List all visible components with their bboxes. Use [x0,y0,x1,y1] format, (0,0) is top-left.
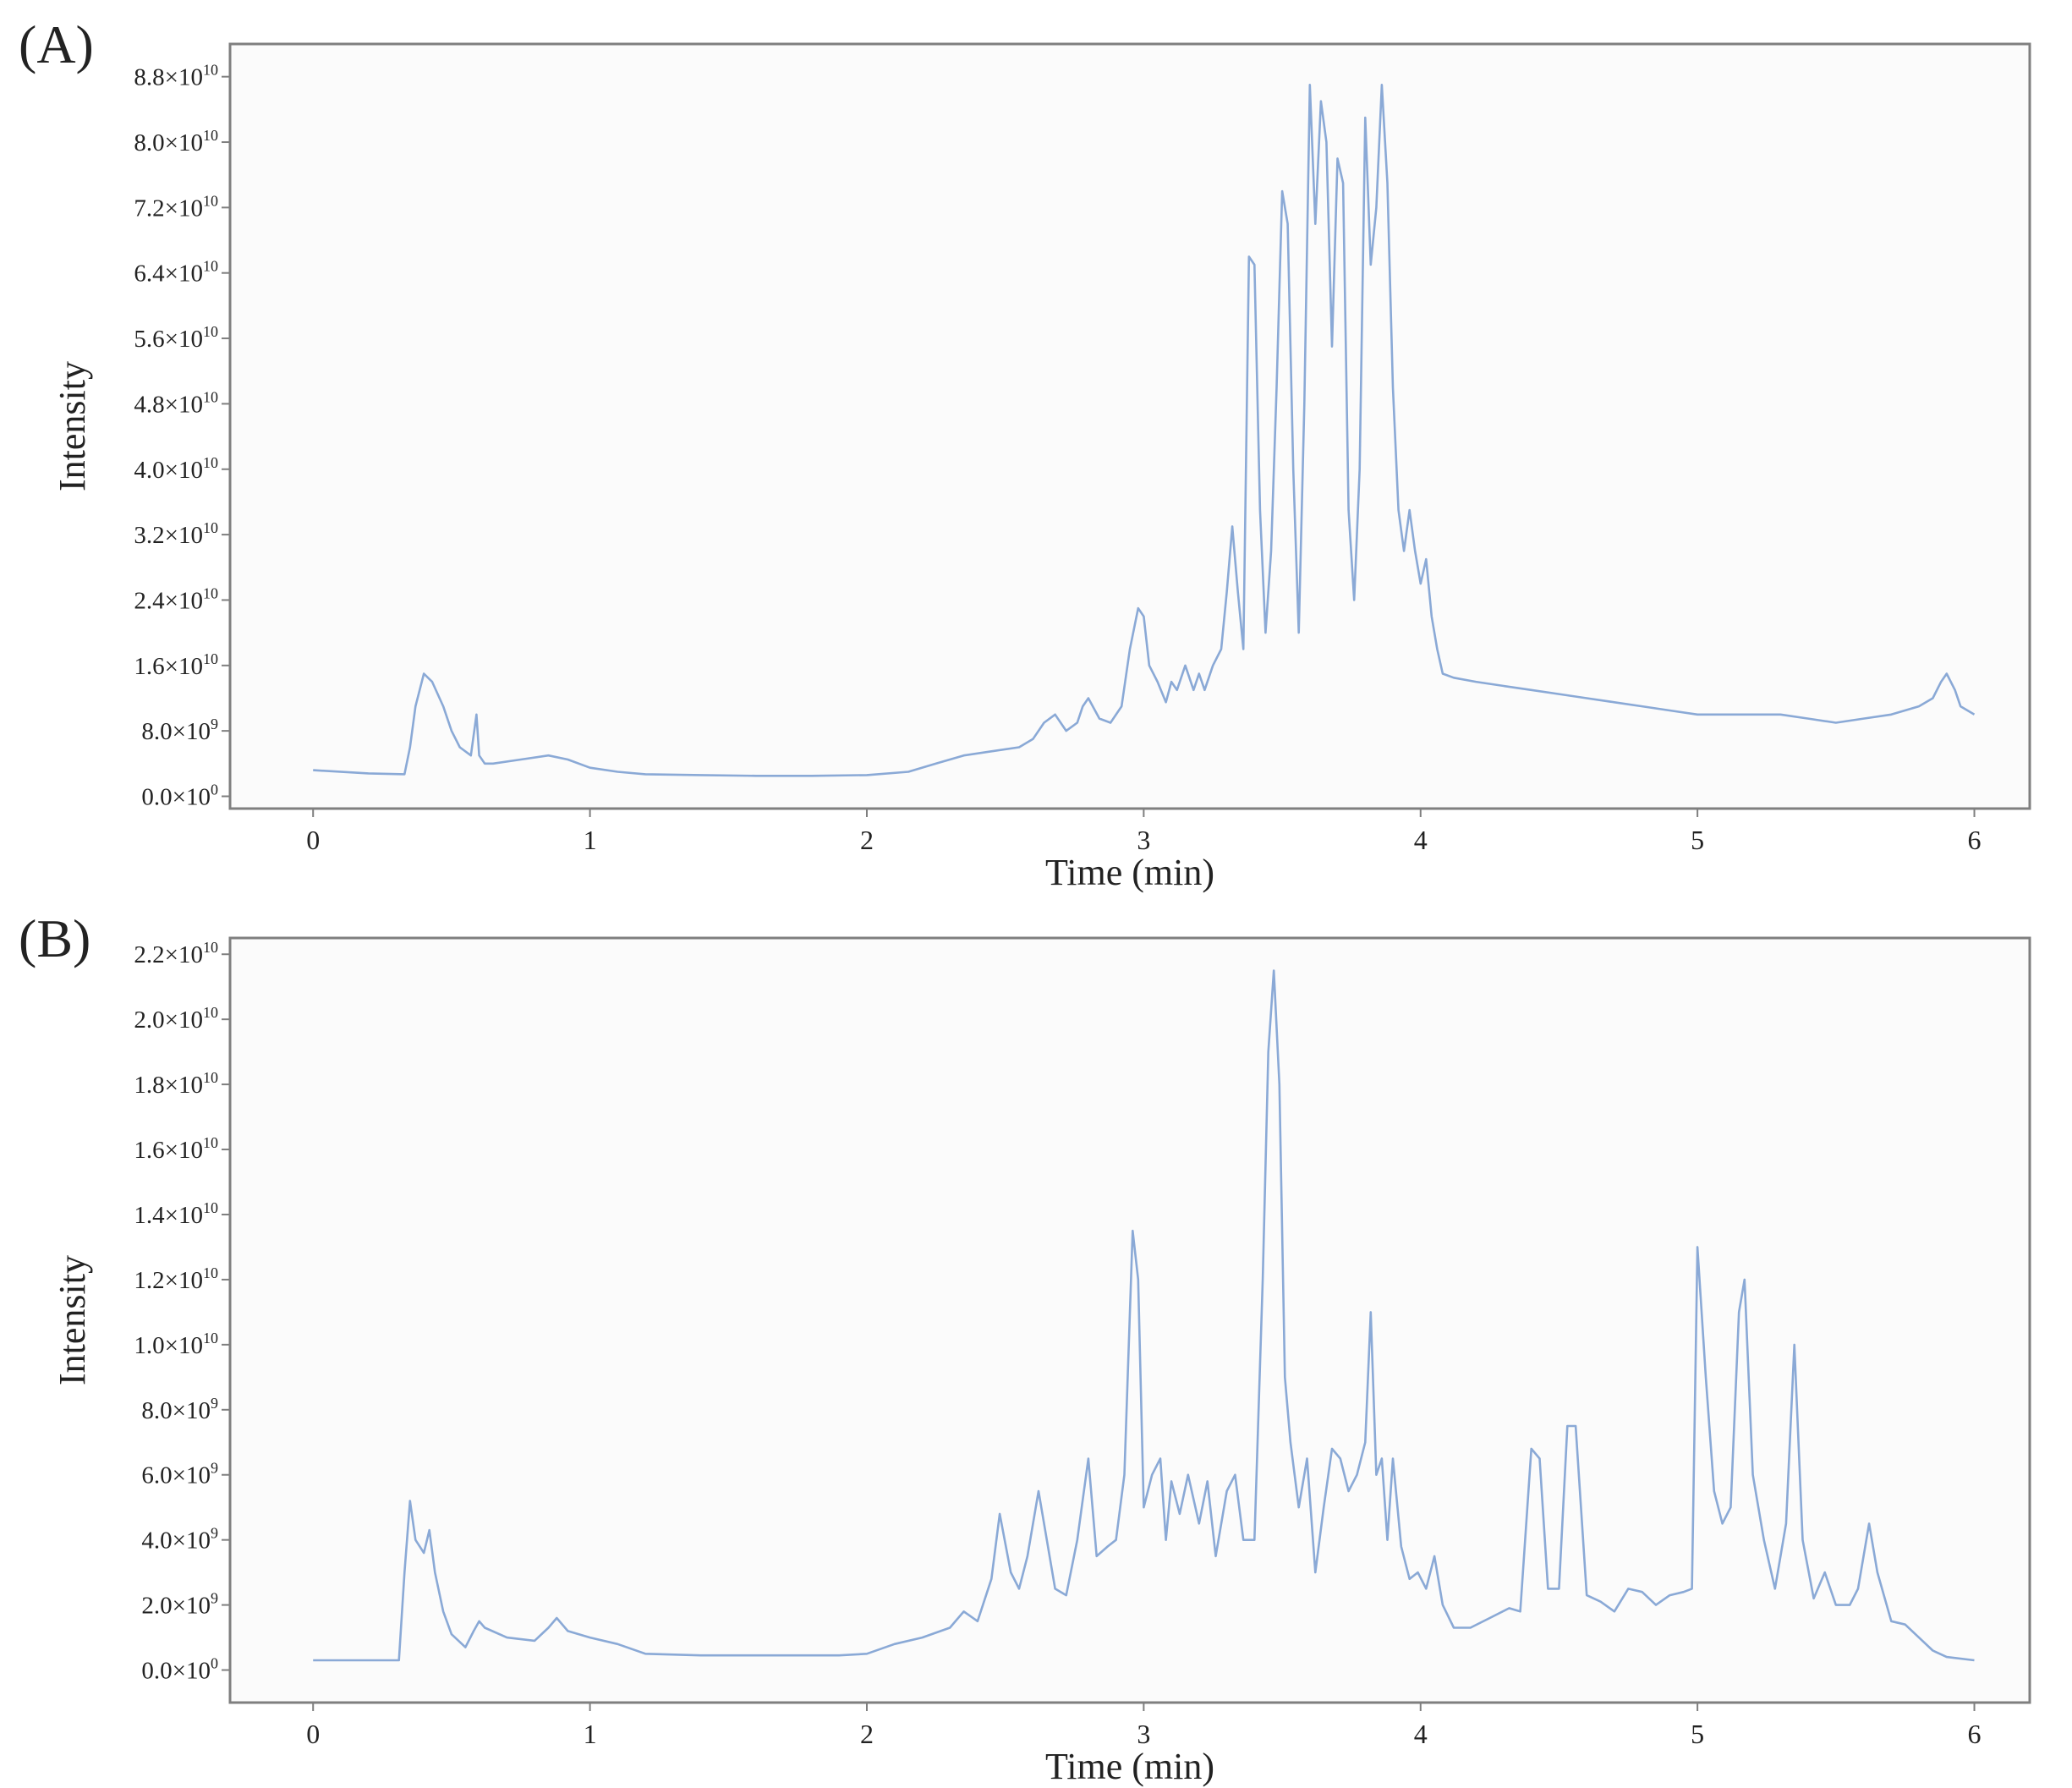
y-tick-label: 8.0×1010 [134,127,218,156]
x-tick-label: 0 [306,1719,320,1749]
y-tick-exponent: 10 [203,1264,218,1281]
x-tick-label: 1 [584,825,597,855]
y-tick-mantissa: 2.0×10 [134,1006,203,1034]
y-tick-exponent: 10 [203,939,218,956]
y-tick-mantissa: 4.0×10 [134,457,203,484]
y-tick-exponent: 10 [203,192,218,209]
x-tick-label: 3 [1137,1719,1150,1749]
y-tick-exponent: 10 [203,1004,218,1021]
y-tick-exponent: 10 [203,1134,218,1151]
x-axis-title: Time (min) [1045,1746,1214,1787]
y-tick-exponent: 10 [203,1069,218,1086]
y-tick-label: 0.0×100 [141,1655,218,1685]
y-tick-exponent: 10 [203,1199,218,1216]
y-tick-mantissa: 2.0×10 [141,1593,211,1620]
y-tick-mantissa: 6.0×10 [141,1462,211,1489]
x-tick-label: 4 [1414,825,1428,855]
y-tick-exponent: 9 [211,1590,218,1607]
chromatogram-line [313,84,1976,777]
x-tick-label: 3 [1137,825,1150,855]
y-tick-mantissa: 2.4×10 [134,587,203,614]
y-tick-label: 2.0×109 [141,1590,218,1620]
y-tick-exponent: 10 [203,258,218,275]
y-axis-title: Intensity [52,1255,93,1385]
y-tick-exponent: 10 [203,127,218,144]
y-tick-label: 6.0×109 [141,1460,218,1489]
panel-label: (B) [19,908,90,968]
y-tick-mantissa: 4.8×10 [134,391,203,418]
y-tick-mantissa: 7.2×10 [134,195,203,222]
y-tick-label: 1.8×1010 [134,1069,218,1099]
x-tick-label: 2 [860,1719,874,1749]
y-tick-label: 6.4×1010 [134,258,218,288]
y-tick-label: 4.8×1010 [134,388,218,418]
plot-frame [228,42,2031,810]
chart-b-svg: (B)0.0×1002.0×1094.0×1096.0×1098.0×1091.… [19,908,2031,1787]
y-tick-exponent: 10 [203,650,218,667]
panel-label: (A) [19,14,94,74]
y-tick-exponent: 0 [211,781,218,798]
y-tick-mantissa: 1.2×10 [134,1267,203,1294]
x-tick-label: 5 [1691,1719,1704,1749]
chromatogram-panel-b: (B) 0.0×100 2.0×109 4.0×109 6.0×109 8.0×109 1.… [0,894,2072,1788]
y-tick-exponent: 10 [203,584,218,601]
y-tick-exponent: 10 [203,519,218,536]
y-tick-mantissa: 1.6×10 [134,653,203,680]
y-tick-label: 1.4×1010 [134,1199,218,1229]
y-tick-mantissa: 1.8×10 [134,1072,203,1099]
x-axis-title: Time (min) [1045,852,1214,893]
chart-a-svg: (A)0.0×1008.0×1091.6×10102.4×10103.2×101… [19,14,2031,893]
y-tick-label: 8.8×1010 [134,62,218,91]
chromatogram-line [313,969,1975,1662]
y-tick-label: 2.4×1010 [134,584,218,614]
x-tick-label: 0 [306,825,320,855]
y-tick-mantissa: 1.0×10 [134,1332,203,1359]
y-tick-mantissa: 4.0×10 [141,1527,211,1555]
y-tick-exponent: 9 [211,1460,218,1477]
y-tick-mantissa: 5.6×10 [134,326,203,353]
y-tick-label: 2.2×1010 [134,939,218,968]
y-tick-label: 1.6×1010 [134,650,218,680]
y-tick-exponent: 10 [203,388,218,405]
y-tick-mantissa: 1.6×10 [134,1137,203,1164]
y-tick-exponent: 0 [211,1655,218,1672]
y-tick-label: 3.2×1010 [134,519,218,549]
y-tick-mantissa: 8.0×10 [141,1397,211,1424]
y-tick-mantissa: 8.0×10 [134,129,203,156]
y-tick-label: 5.6×1010 [134,323,218,353]
y-tick-label: 2.0×1010 [134,1004,218,1034]
x-tick-label: 1 [584,1719,597,1749]
y-tick-exponent: 9 [211,716,218,732]
y-tick-mantissa: 8.8×10 [134,64,203,91]
y-tick-mantissa: 0.0×10 [141,1658,211,1685]
x-tick-label: 6 [1968,825,1982,855]
x-tick-label: 6 [1968,1719,1982,1749]
y-tick-exponent: 9 [211,1525,218,1542]
y-tick-exponent: 10 [203,62,218,79]
y-tick-label: 7.2×1010 [134,192,218,222]
y-tick-label: 0.0×100 [141,781,218,810]
y-tick-label: 4.0×109 [141,1525,218,1555]
y-tick-mantissa: 3.2×10 [134,522,203,549]
y-tick-label: 4.0×1010 [134,454,218,484]
y-tick-label: 8.0×109 [141,716,218,745]
y-tick-label: 1.2×1010 [134,1264,218,1294]
y-tick-exponent: 10 [203,454,218,471]
y-tick-mantissa: 8.0×10 [141,718,211,745]
x-tick-label: 5 [1691,825,1704,855]
x-tick-label: 2 [860,825,874,855]
chromatogram-panel-a: (A) 0.0×100 8.0×109 1.6×1010 2.4×1010 3.2×101… [19,14,2031,893]
y-axis-title: Intensity [52,361,93,491]
y-tick-mantissa: 1.4×10 [134,1202,203,1229]
y-tick-label: 1.0×1010 [134,1330,218,1359]
y-tick-exponent: 10 [203,323,218,340]
y-tick-exponent: 9 [211,1395,218,1412]
y-tick-label: 1.6×1010 [134,1134,218,1164]
x-tick-label: 4 [1414,1719,1428,1749]
y-tick-label: 8.0×109 [141,1395,218,1424]
y-tick-mantissa: 0.0×10 [141,783,211,810]
y-tick-mantissa: 6.4×10 [134,261,203,288]
y-tick-exponent: 10 [203,1330,218,1346]
y-tick-mantissa: 2.2×10 [134,941,203,968]
